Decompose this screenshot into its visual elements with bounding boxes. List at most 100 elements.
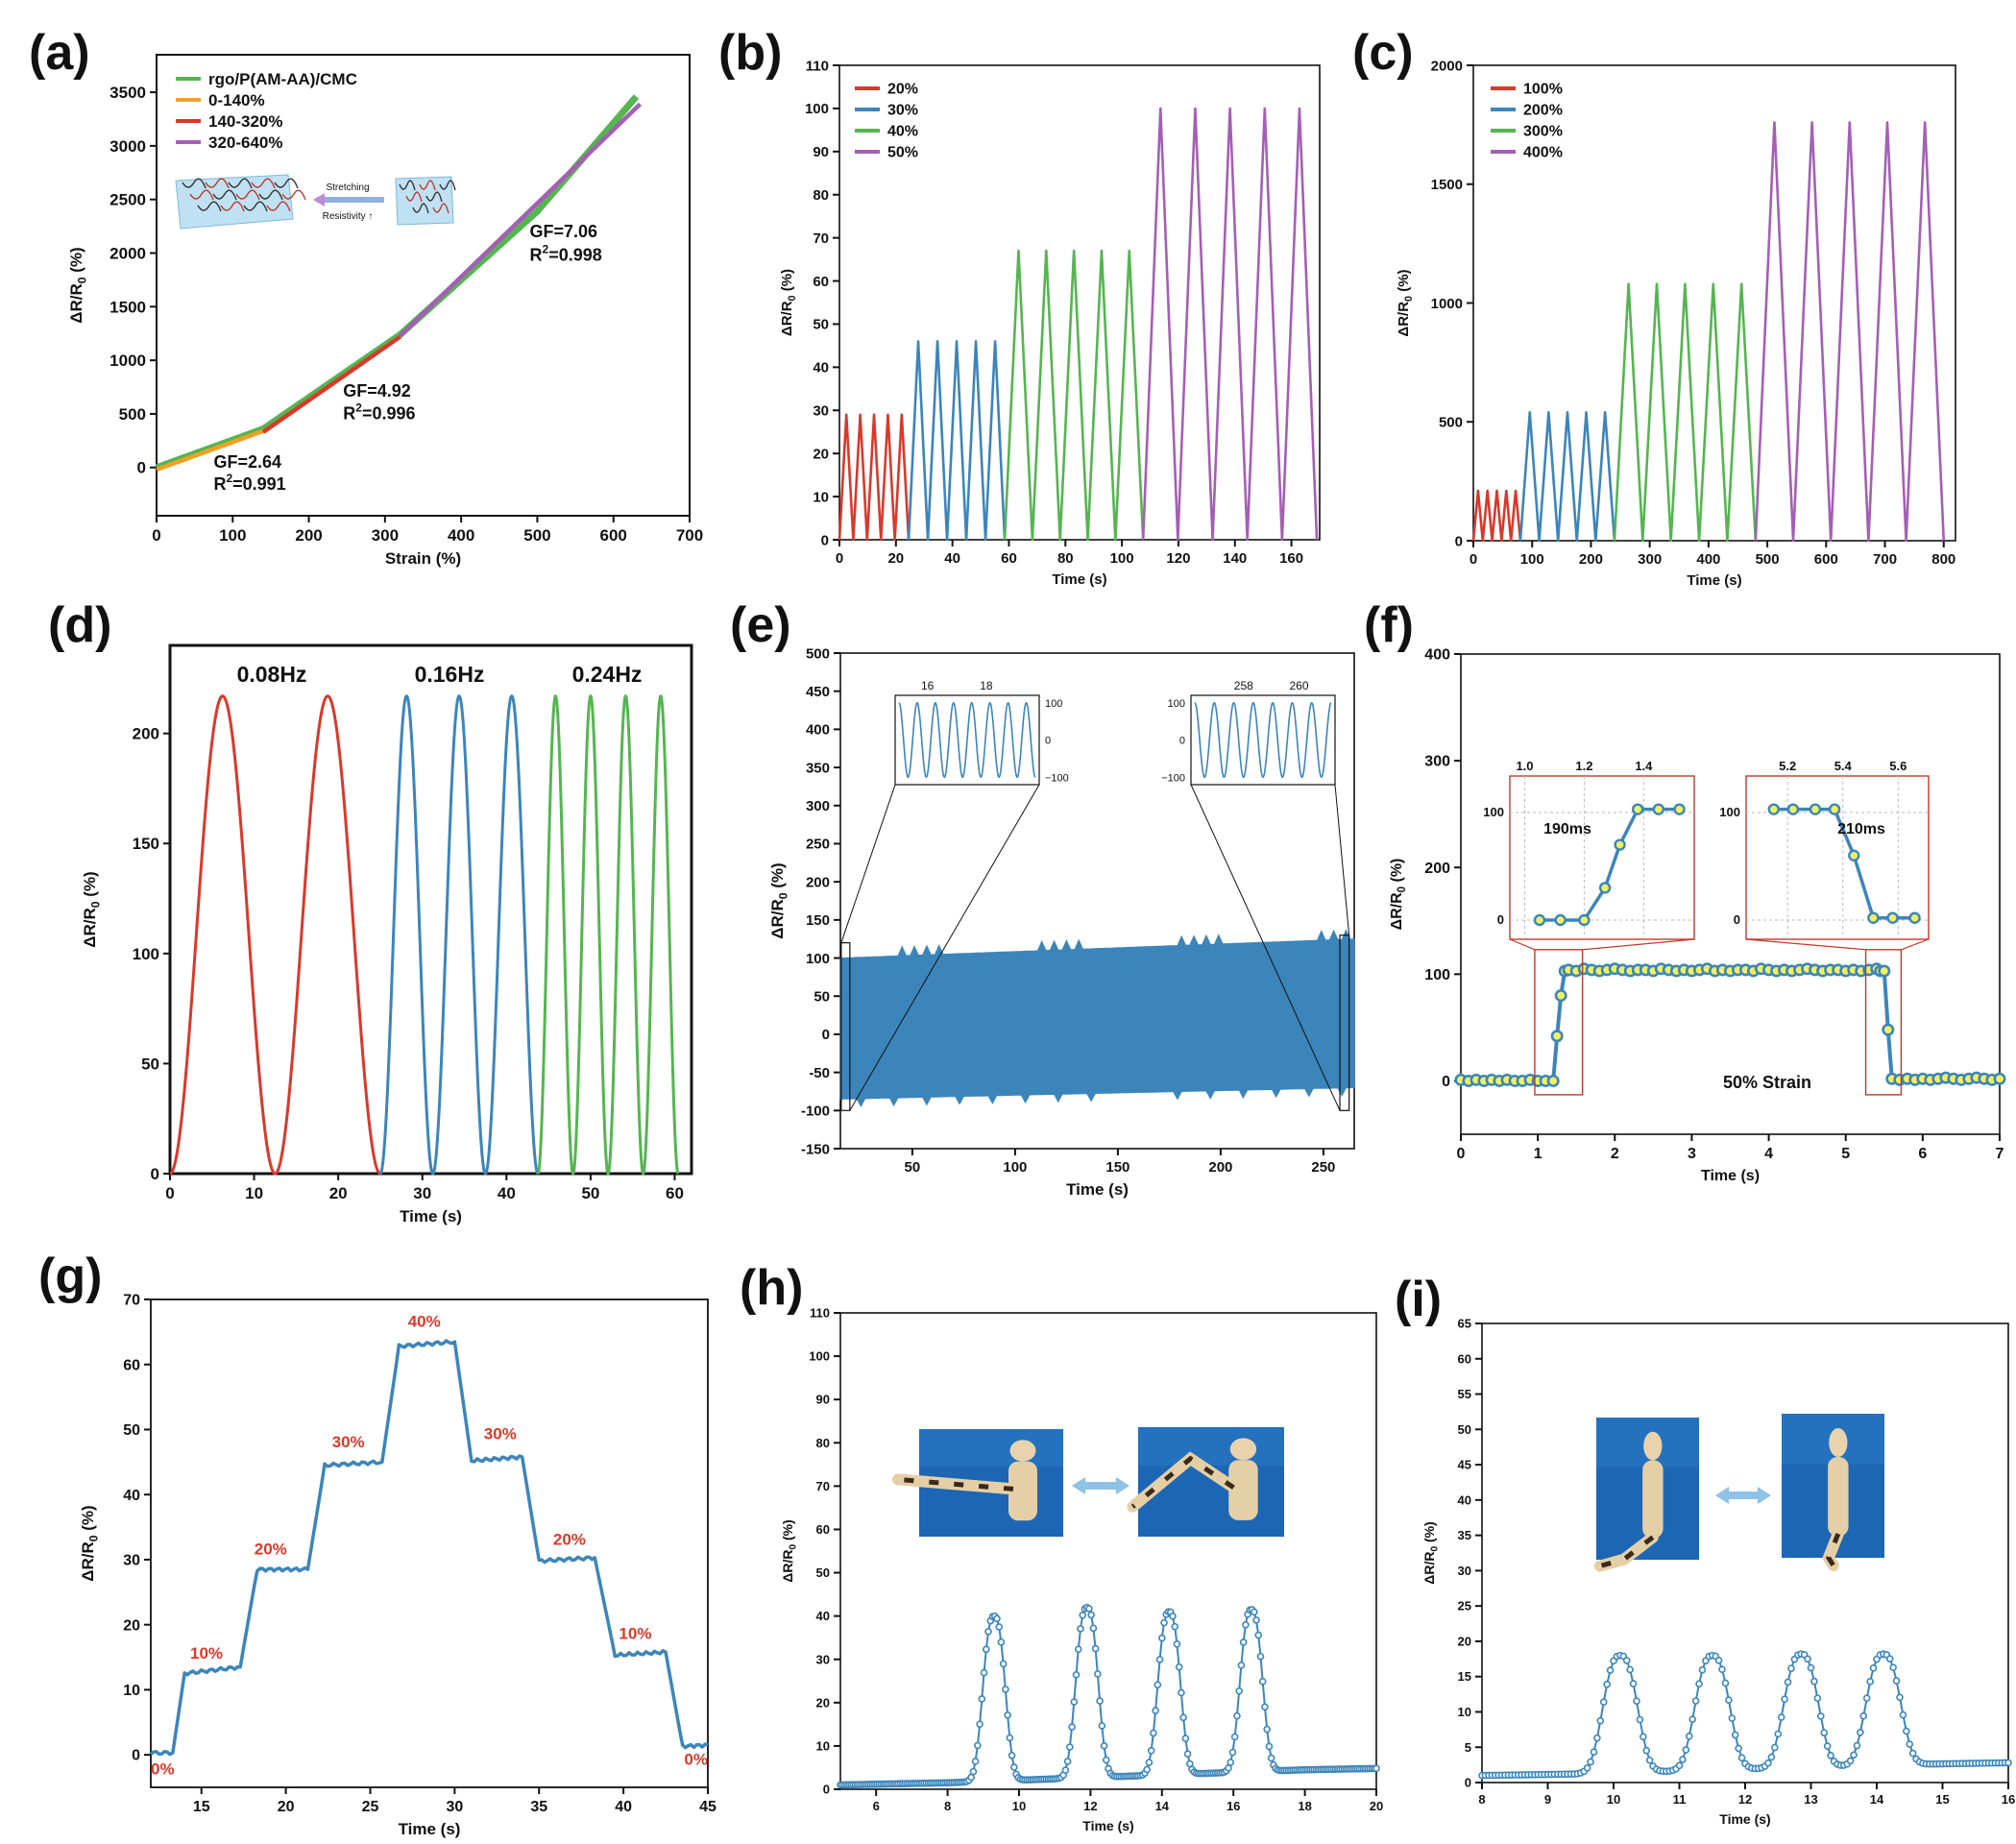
data-marker [1372,1764,1380,1773]
data-marker [1091,1644,1100,1653]
response-inset: 5.2 5.4 5.6 0 100 210ms [1719,759,1930,940]
x-tick-label: 16 [1227,1799,1240,1813]
legend-entry: 140-320% [208,112,283,131]
legend-entry: 30% [887,103,918,119]
data-marker [1774,1730,1783,1738]
x-axis-label: Time (s) [400,1207,462,1225]
y-tick-label: 0 [823,1783,830,1797]
x-tick-label: 160 [1279,550,1303,567]
y-tick-label: 100 [1424,967,1450,983]
data-marker [1691,1697,1700,1705]
hydrogel-schematic-icon: Stretching Resistivity ↑ [175,174,456,230]
zoom-connector [840,784,896,943]
x-tick-label: 30 [413,1184,431,1202]
y-axis-label: ΔR/R0 (%) [768,862,789,938]
x-tick-label: 0 [1457,1146,1466,1162]
data-marker [1593,1734,1601,1742]
inset-y-tick-label: −100 [1161,772,1185,784]
data-marker [1225,1764,1232,1772]
plot-frame [838,64,1321,541]
strain-level-label: 20% [553,1530,586,1548]
x-tick-label: 0 [836,550,843,567]
data-marker [1261,1703,1269,1711]
y-tick-label: 200 [806,874,830,890]
data-marker [1853,1741,1861,1750]
x-tick-label: 14 [1870,1792,1884,1807]
data-marker [1771,1743,1779,1752]
x-tick-label: 200 [1208,1159,1232,1176]
y-tick-label: 300 [1424,754,1450,770]
gel-fiber [228,178,253,189]
data-marker [1072,1671,1081,1679]
y-tick-label: 10 [1458,1705,1471,1719]
x-tick-label: 10 [1607,1792,1620,1807]
y-tick-label: 30 [813,403,829,420]
y-tick-label: 60 [1458,1351,1471,1366]
inset-marker [1673,803,1686,815]
legend-entry: rgo/P(AM-AA)/CMC [208,70,357,88]
data-marker [1554,989,1567,1003]
oscillation-band [839,929,1355,1107]
y-tick-label: 0 [132,1748,140,1764]
inset-y-tick-label: 0 [1497,912,1504,927]
r2-annotation: R2=0.991 [213,472,285,494]
data-marker [1787,1664,1795,1672]
data-marker [995,1623,1003,1631]
panel-label-i: (i) [1395,1272,1442,1327]
x-axis-label: Time (s) [399,1820,461,1838]
x-tick-label: 500 [523,526,550,545]
gel-fiber [205,178,230,189]
gf-annotation: GF=4.92 [343,381,411,400]
inset-marker [1886,911,1899,924]
data-marker [1622,1657,1631,1664]
data-marker [1816,1712,1825,1720]
mannequin-leg-photo-icon [1593,1418,1699,1572]
inset-x-tick-label: 260 [1289,679,1308,692]
data-marker [1008,1751,1016,1759]
data-marker [1150,1729,1157,1737]
inset-y-tick-label: 0 [1179,736,1185,747]
data-marker [1256,1652,1265,1661]
inset-frame [1745,775,1930,940]
panel-label-h: (h) [740,1260,803,1316]
data-marker [1066,1743,1074,1751]
y-tick-label: 60 [813,274,829,290]
inset-marker [1578,913,1591,927]
y-tick-label: 300 [806,798,830,814]
data-marker [1804,1655,1811,1663]
gel-fiber [258,189,283,201]
data-marker [1004,1711,1011,1719]
inset-y-tick-label: 100 [1719,805,1740,819]
legend-entry: 100% [1523,82,1563,98]
y-tick-label: 50 [1458,1422,1471,1437]
x-tick-label: 100 [1110,550,1134,567]
data-marker [969,1767,978,1776]
data-marker [1777,1713,1785,1721]
y-tick-label: -50 [809,1065,830,1081]
data-marker [1227,1759,1235,1766]
gel-fiber [432,203,449,214]
data-marker [1254,1631,1263,1639]
x-tick-label: 8 [944,1799,951,1813]
mannequin-head [1229,1438,1257,1461]
y-tick-label: 20 [816,1695,830,1710]
data-marker [976,1720,984,1729]
y-tick-label: 10 [123,1683,140,1699]
mannequin-torso [1008,1461,1037,1521]
response-inset: 1.0 1.2 1.4 0 100 190ms [1483,759,1695,940]
y-tick-label: 3000 [109,137,146,156]
x-tick-label: 60 [666,1184,684,1202]
data-marker [1089,1624,1098,1633]
y-tick-label: 90 [816,1393,830,1407]
x-tick-label: 200 [1579,551,1603,568]
y-tick-label: 0 [1465,1776,1471,1790]
y-axis-label: ΔR/R0 (%) [1396,269,1415,336]
chart-h: 6 8 10 12 14 16 18 20 0 10 20 30 40 50 60 70 80 90 100 110 T… [780,1306,1383,1833]
inset-x-tick-label: 5.6 [1889,759,1907,773]
x-tick-label: 400 [448,526,474,545]
data-marker [1636,1715,1644,1724]
inset-stretching-label: Stretching [326,182,369,193]
series-0.24Hz [536,694,680,1176]
data-marker [1079,1611,1087,1619]
